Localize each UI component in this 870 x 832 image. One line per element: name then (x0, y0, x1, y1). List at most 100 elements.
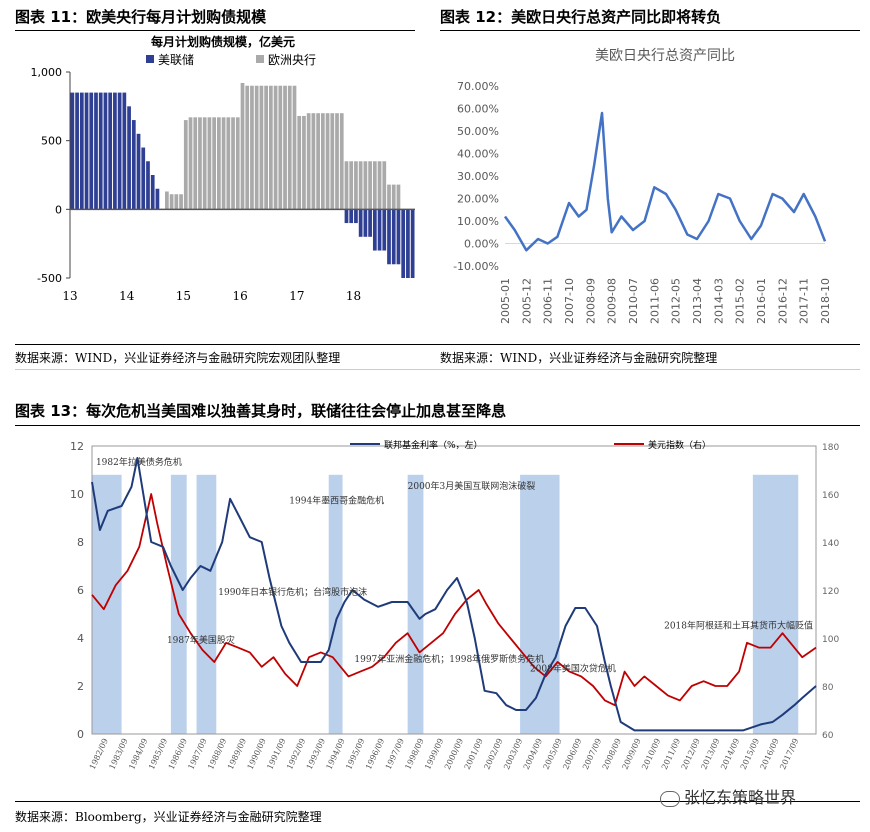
bar-fed (108, 92, 113, 210)
bar-fed (387, 209, 391, 265)
fig13-right-tick-label: 140 (822, 539, 839, 549)
fig13-annotation: 1990年日本银行危机；台湾股市泡沫 (218, 586, 367, 598)
fig13-title: 图表 13：每次危机当美国难以独善其身时，联储往往会停止加息甚至降息 (15, 402, 507, 420)
bar-fed (396, 209, 401, 265)
bar-ecb (221, 117, 226, 210)
fig13-usd-index-line (91, 493, 817, 707)
bar-ecb (202, 117, 207, 210)
watermark-text: 张忆东策略世界 (684, 788, 797, 807)
fig13-right-tick-label: 180 (822, 443, 839, 453)
fig13-annotation: 1982年拉美债务危机 (96, 456, 182, 468)
fig13-xtick-label: 1983/09 (108, 737, 130, 771)
crisis-shade (170, 474, 187, 734)
bar-ecb (231, 117, 235, 210)
bar-ecb (372, 161, 377, 210)
fig13-fed-rate-line (91, 457, 817, 732)
bar-ecb (349, 161, 354, 210)
fig13-xtick-label: 1985/09 (147, 737, 169, 771)
bar-fed (382, 209, 387, 251)
fig13-chart: 0 2 4 6 8 10 12 60 80 100 120 140 160 180 1982/091983/… (70, 439, 839, 771)
fig12-xtick-label: 2007-10 (563, 278, 576, 324)
fig13-xtick-label: 2006/09 (561, 737, 583, 771)
bar-fed (146, 161, 150, 210)
fig12-xtick-label: 2008-09 (584, 278, 597, 324)
bar-ecb (391, 184, 396, 210)
fig13-left-tick-label: 8 (77, 536, 84, 549)
bar-fed (70, 92, 75, 210)
fig13-source: 数据来源：Bloomberg，兴业证券经济与金融研究院整理 (15, 810, 322, 824)
fig12-xtick-label: 2017-11 (798, 278, 811, 324)
fig11-xtick-label: 17 (289, 289, 304, 303)
fig12-source: 数据来源：WIND，兴业证券经济与金融研究院整理 (440, 351, 718, 365)
fig12-ytick-label: 10.00% (457, 215, 499, 228)
bar-ecb (207, 117, 212, 210)
bar-ecb (268, 85, 273, 210)
bar-fed (79, 92, 84, 210)
fig13-xtick-label: 1986/09 (167, 737, 189, 771)
fig12-ytick-label: -10.00% (453, 260, 499, 273)
bar-ecb (377, 161, 382, 210)
bar-ecb (292, 85, 297, 210)
bar-fed (141, 147, 146, 210)
fig13-xtick-label: 2017/09 (778, 737, 800, 771)
fig13-xtick-label: 2001/09 (463, 737, 485, 771)
fig13-right-tick-label: 120 (822, 587, 839, 597)
fig12-ytick-label: 50.00% (457, 125, 499, 138)
bar-fed (98, 92, 103, 210)
wechat-icon (660, 790, 680, 807)
fig12-ytick-label: 0.00% (464, 238, 499, 251)
bar-fed (155, 188, 160, 210)
bar-fed (122, 92, 127, 210)
bar-ecb (188, 117, 193, 210)
top-sources-bottom-rule (15, 369, 860, 370)
crisis-shade (407, 474, 424, 734)
bar-ecb (363, 161, 368, 210)
bar-fed (131, 120, 136, 210)
fig12-chart: 美欧日央行总资产同比 -10.00% 0.00% 10.00% 20.00% 30.00%… (453, 48, 832, 324)
bar-ecb (316, 113, 320, 210)
fig13-left-tick-label: 12 (70, 440, 84, 453)
fig12-ytick-label: 40.00% (457, 148, 499, 161)
fig12-series-line (503, 111, 827, 252)
fig13-xtick-label: 2004/09 (522, 737, 544, 771)
bar-ecb (240, 82, 245, 210)
fig11-ytick-label: 500 (41, 135, 62, 148)
fig11-title-rule (15, 30, 415, 31)
bar-ecb (259, 85, 264, 210)
fig13-xtick-label: 2002/09 (482, 737, 504, 771)
fig11-chart-title: 每月计划购债规模，亿美元 (151, 34, 295, 49)
fig13-annotation: 1994年墨西哥金融危机 (289, 495, 384, 507)
bar-fed (401, 209, 406, 278)
fig12-title: 图表 12：美欧日央行总资产同比即将转负 (440, 8, 722, 26)
fig12-xtick-label: 2010-07 (627, 278, 640, 324)
fig13-xtick-label: 2007/09 (581, 737, 603, 771)
bar-ecb (320, 113, 325, 210)
fig13-annotation: 1997年亚洲金融危机；1998年俄罗斯债务危机 (354, 653, 544, 665)
fig12-ytick-label: 70.00% (457, 80, 499, 93)
bar-ecb (212, 117, 217, 210)
bar-fed (84, 92, 89, 210)
fig13-xtick-label: 1997/09 (384, 737, 406, 771)
fig11-xtick-label: 13 (62, 289, 77, 303)
legend-label-fed: 美联储 (158, 52, 194, 67)
fig13-xtick-label: 1995/09 (344, 737, 366, 771)
fig12-ytick-label: 30.00% (457, 170, 499, 183)
bar-ecb (273, 85, 278, 210)
bar-ecb (235, 117, 240, 210)
crisis-shade (752, 474, 799, 734)
fig12-xtick-label: 2013-04 (691, 278, 704, 324)
crisis-shade (196, 474, 217, 734)
fig13-xtick-label: 1984/09 (127, 737, 149, 771)
fig13-right-tick-label: 80 (822, 683, 834, 693)
bar-ecb (226, 117, 231, 210)
fig13-annotation: 2008年美国次贷危机 (530, 663, 616, 675)
fig12-xtick-label: 2011-06 (648, 278, 661, 324)
bar-fed (410, 209, 415, 278)
legend-swatch-ecb (256, 55, 264, 63)
bar-ecb (254, 85, 259, 210)
crisis-shade (520, 474, 560, 734)
bar-ecb (283, 85, 287, 210)
fig13-xtick-label: 2014/09 (719, 737, 741, 771)
bar-ecb (174, 194, 179, 210)
